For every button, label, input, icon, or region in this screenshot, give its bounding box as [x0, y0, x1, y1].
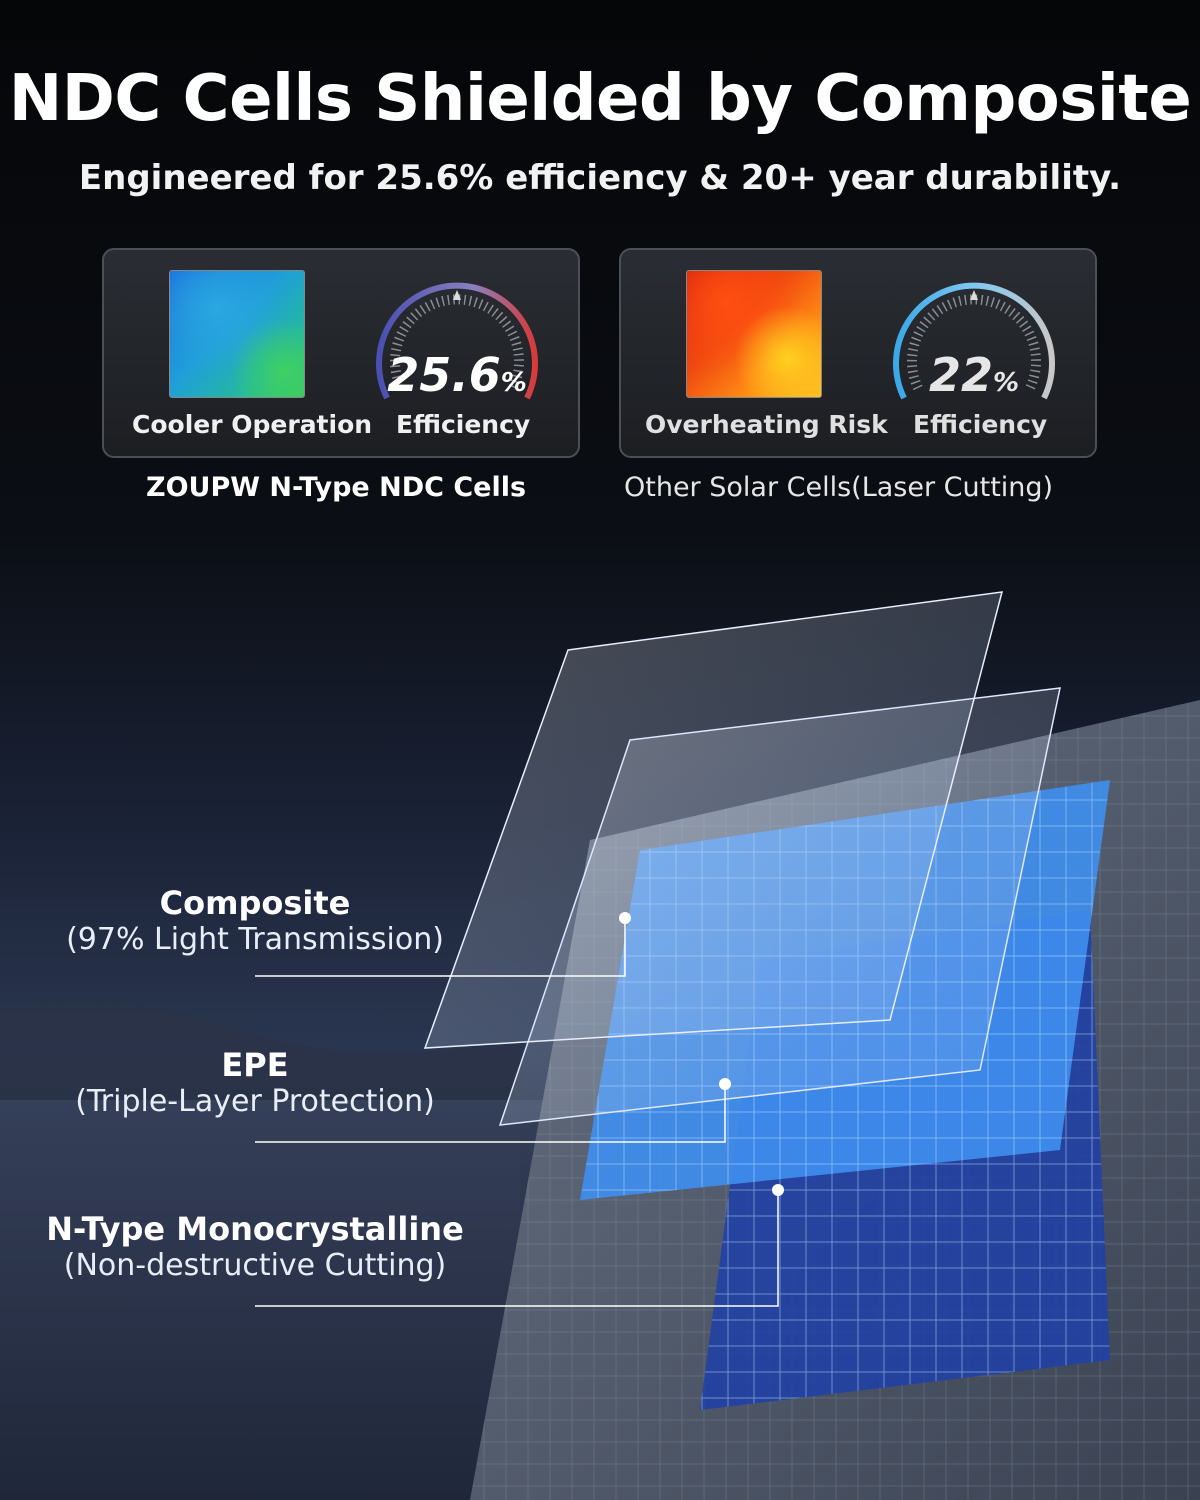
- gauge-dial-icon: [376, 282, 538, 400]
- layer-detail: (97% Light Transmission): [66, 922, 444, 957]
- gauge-label-ndc: Efficiency: [396, 410, 531, 439]
- page-subtitle: Engineered for 25.6% efficiency & 20+ ye…: [78, 158, 1122, 198]
- layer-epe: EPE (Triple-Layer Protection): [40, 1046, 470, 1119]
- layer-detail: (Non-destructive Cutting): [63, 1248, 447, 1283]
- thermal-label-cool: Cooler Operation: [132, 410, 373, 439]
- efficiency-value-ndc: 25.6%: [387, 348, 527, 402]
- layer-title: Composite: [159, 884, 351, 922]
- thermal-label-hot: Overheating Risk: [645, 410, 888, 439]
- efficiency-gauge-ndc: 25.6%: [369, 270, 545, 410]
- efficiency-gauge-other: 22%: [886, 270, 1062, 410]
- thermal-image-cool: [169, 270, 305, 398]
- page-title: NDC Cells Shielded by Composite: [8, 62, 1192, 136]
- gauge-dial-icon: [893, 282, 1055, 400]
- layer-title: N-Type Monocrystalline: [46, 1210, 464, 1248]
- layer-ntype: N-Type Monocrystalline (Non-destructive …: [40, 1210, 470, 1283]
- other-cells-card: Overheating Risk 22% Efficiency: [619, 248, 1097, 458]
- layer-title: EPE: [221, 1046, 289, 1084]
- gauge-label-other: Efficiency: [913, 410, 1048, 439]
- panel-layers-illustration: [0, 591, 1200, 1500]
- efficiency-value-other: 22%: [928, 348, 1020, 402]
- thermal-image-hot: [686, 270, 822, 398]
- caption-other-cells: Other Solar Cells(Laser Cutting): [624, 472, 1054, 503]
- caption-ndc-cells: ZOUPW N-Type NDC Cells: [146, 472, 527, 503]
- layer-detail: (Triple-Layer Protection): [75, 1084, 435, 1119]
- ndc-cells-card: Cooler Operation 25.6% Efficiency: [102, 248, 580, 458]
- layer-composite: Composite (97% Light Transmission): [40, 884, 470, 957]
